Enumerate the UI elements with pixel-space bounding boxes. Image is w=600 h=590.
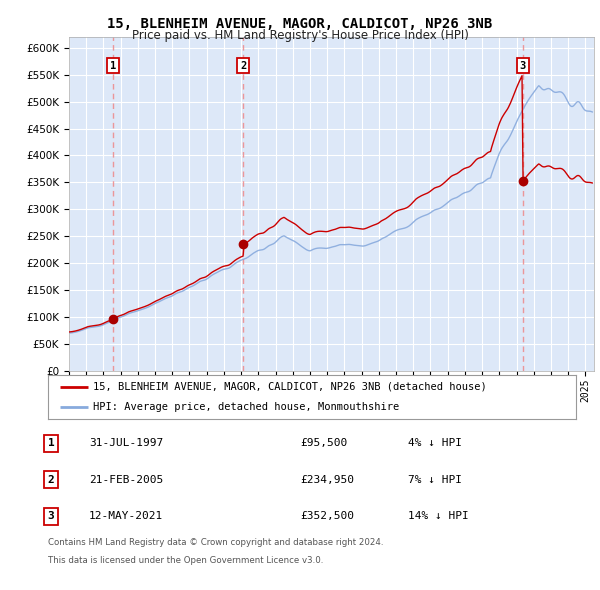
Text: 3: 3 <box>47 512 55 521</box>
Text: 2: 2 <box>240 61 247 70</box>
Text: 14% ↓ HPI: 14% ↓ HPI <box>408 512 469 521</box>
Text: £234,950: £234,950 <box>300 475 354 484</box>
Text: HPI: Average price, detached house, Monmouthshire: HPI: Average price, detached house, Monm… <box>93 402 399 412</box>
Text: Price paid vs. HM Land Registry's House Price Index (HPI): Price paid vs. HM Land Registry's House … <box>131 30 469 42</box>
Text: 1: 1 <box>47 438 55 448</box>
Text: 4% ↓ HPI: 4% ↓ HPI <box>408 438 462 448</box>
Text: £95,500: £95,500 <box>300 438 347 448</box>
Text: 15, BLENHEIM AVENUE, MAGOR, CALDICOT, NP26 3NB (detached house): 15, BLENHEIM AVENUE, MAGOR, CALDICOT, NP… <box>93 382 487 392</box>
Text: £352,500: £352,500 <box>300 512 354 521</box>
Text: 31-JUL-1997: 31-JUL-1997 <box>89 438 163 448</box>
Text: 12-MAY-2021: 12-MAY-2021 <box>89 512 163 521</box>
Text: 1: 1 <box>110 61 116 70</box>
Text: 15, BLENHEIM AVENUE, MAGOR, CALDICOT, NP26 3NB: 15, BLENHEIM AVENUE, MAGOR, CALDICOT, NP… <box>107 17 493 31</box>
Text: This data is licensed under the Open Government Licence v3.0.: This data is licensed under the Open Gov… <box>48 556 323 565</box>
Text: 2: 2 <box>47 475 55 484</box>
Text: Contains HM Land Registry data © Crown copyright and database right 2024.: Contains HM Land Registry data © Crown c… <box>48 538 383 547</box>
Text: 3: 3 <box>520 61 526 70</box>
Text: 7% ↓ HPI: 7% ↓ HPI <box>408 475 462 484</box>
Text: 21-FEB-2005: 21-FEB-2005 <box>89 475 163 484</box>
